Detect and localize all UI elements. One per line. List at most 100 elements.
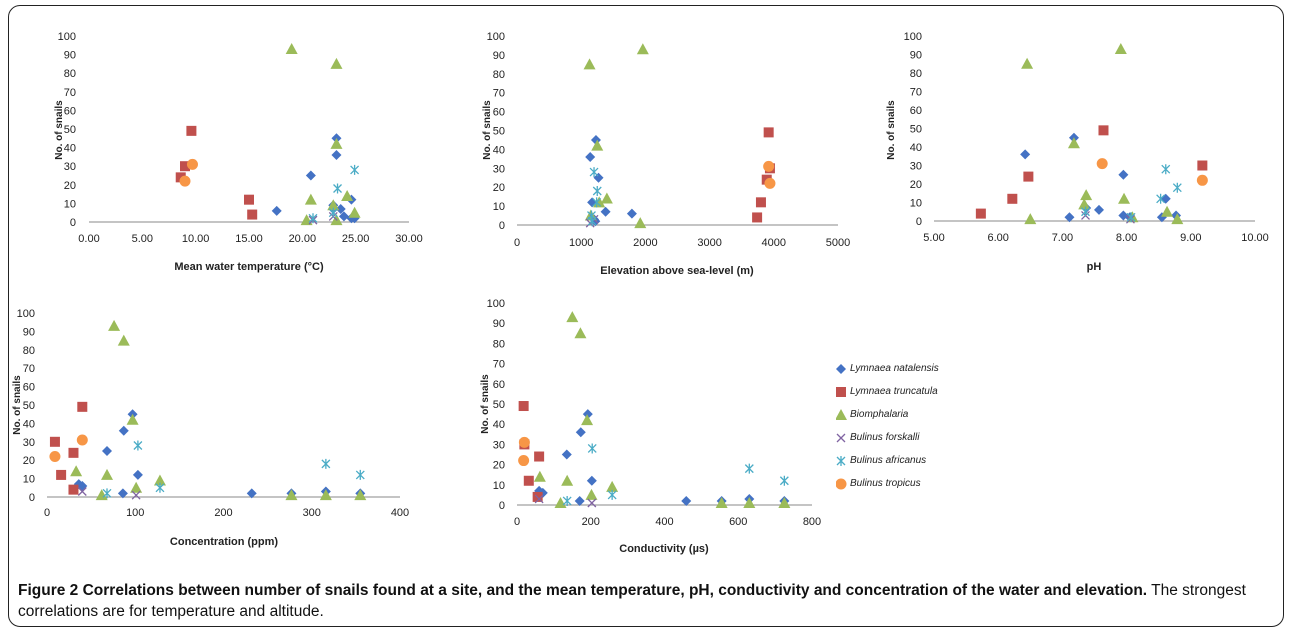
data-point bbox=[1172, 182, 1182, 193]
data-point bbox=[587, 443, 597, 454]
data-point bbox=[333, 183, 342, 194]
y-axis-label: No. of snails bbox=[886, 100, 897, 160]
x-axis-label: Mean water temperature (°C) bbox=[174, 261, 324, 273]
y-tick-label: 20 bbox=[64, 180, 76, 192]
data-point bbox=[518, 455, 530, 467]
data-point bbox=[179, 175, 191, 187]
y-tick-label: 30 bbox=[23, 437, 35, 449]
x-tick-label: 15.00 bbox=[235, 233, 263, 245]
y-tick-label: 70 bbox=[64, 87, 76, 99]
y-tick-label: 90 bbox=[493, 318, 505, 330]
data-point bbox=[636, 43, 649, 55]
data-point bbox=[247, 209, 258, 220]
data-point bbox=[1114, 42, 1127, 54]
legend-marker-square bbox=[836, 387, 846, 397]
y-tick-label: 90 bbox=[493, 50, 505, 62]
caption-text: The strongest correlations are for tempe… bbox=[18, 582, 1246, 620]
data-point bbox=[1067, 137, 1080, 149]
y-tick-label: 80 bbox=[64, 68, 76, 80]
legend-marker-star bbox=[836, 456, 846, 466]
data-point bbox=[350, 164, 360, 175]
data-point bbox=[681, 495, 692, 506]
x-tick-label: 10.00 bbox=[182, 233, 210, 245]
data-point bbox=[581, 414, 594, 426]
y-tick-label: 10 bbox=[23, 474, 35, 486]
figure-caption: Figure 2 Correlations between number of … bbox=[18, 580, 1268, 622]
data-point bbox=[117, 334, 130, 346]
y-tick-label: 10 bbox=[493, 201, 505, 213]
data-point bbox=[95, 489, 108, 501]
data-point bbox=[1171, 213, 1184, 225]
x-tick-label: 300 bbox=[303, 507, 321, 519]
data-point bbox=[1096, 158, 1108, 170]
y-tick-label: 30 bbox=[493, 163, 505, 175]
x-tick-label: 400 bbox=[391, 507, 409, 519]
data-point bbox=[574, 327, 587, 339]
data-point bbox=[186, 125, 197, 136]
data-point bbox=[626, 208, 637, 219]
data-point bbox=[1064, 212, 1075, 223]
data-point bbox=[1196, 174, 1208, 186]
x-tick-label: 2000 bbox=[633, 237, 657, 249]
y-tick-label: 100 bbox=[904, 31, 922, 43]
data-point bbox=[600, 192, 613, 204]
figure-frame bbox=[8, 5, 1284, 627]
data-point bbox=[592, 185, 602, 196]
y-tick-label: 20 bbox=[493, 182, 505, 194]
legend-marker bbox=[836, 387, 846, 397]
legend-marker bbox=[836, 364, 846, 374]
data-point bbox=[763, 160, 775, 172]
x-tick-label: 5.00 bbox=[132, 233, 153, 245]
data-point bbox=[354, 489, 367, 501]
data-point bbox=[76, 434, 88, 446]
data-point bbox=[126, 413, 139, 425]
data-point bbox=[1080, 189, 1093, 201]
legend-label: Lymnaea natalensis bbox=[850, 363, 939, 374]
x-tick-label: 0.00 bbox=[78, 233, 99, 245]
data-point bbox=[1098, 125, 1109, 136]
legend-label: Biomphalaria bbox=[850, 409, 909, 420]
data-point bbox=[355, 469, 365, 480]
data-point bbox=[341, 189, 354, 201]
data-point bbox=[764, 177, 776, 189]
y-axis-label: No. of snails bbox=[480, 374, 491, 434]
data-point bbox=[592, 197, 602, 208]
data-point bbox=[1118, 192, 1131, 204]
x-tick-label: 200 bbox=[582, 516, 600, 528]
y-tick-label: 40 bbox=[493, 144, 505, 156]
y-tick-label: 50 bbox=[493, 399, 505, 411]
x-tick-label: 9.00 bbox=[1180, 232, 1201, 244]
x-tick-label: 0 bbox=[514, 237, 520, 249]
data-point bbox=[600, 206, 611, 217]
data-point bbox=[755, 197, 766, 208]
data-point bbox=[1020, 149, 1031, 160]
data-point bbox=[108, 319, 121, 331]
data-point bbox=[1156, 193, 1166, 204]
y-tick-label: 70 bbox=[23, 363, 35, 375]
data-point bbox=[566, 311, 579, 323]
data-point bbox=[180, 161, 190, 172]
data-point bbox=[585, 151, 596, 162]
legend-label: Lymnaea truncatula bbox=[850, 386, 938, 397]
data-point bbox=[715, 496, 728, 508]
data-point bbox=[586, 475, 597, 486]
x-tick-label: 4000 bbox=[762, 237, 786, 249]
y-tick-label: 60 bbox=[493, 379, 505, 391]
data-point bbox=[575, 427, 586, 438]
x-tick-label: 5.00 bbox=[923, 232, 944, 244]
y-tick-label: 90 bbox=[64, 50, 76, 62]
y-tick-label: 100 bbox=[17, 308, 35, 320]
x-axis-label: Concentration (ppm) bbox=[170, 536, 278, 548]
data-point bbox=[1161, 205, 1174, 217]
x-tick-label: 25.00 bbox=[342, 233, 370, 245]
y-tick-label: 0 bbox=[499, 500, 505, 512]
x-tick-label: 0 bbox=[514, 516, 520, 528]
legend-marker bbox=[836, 456, 846, 466]
legend-marker-circle bbox=[836, 478, 847, 490]
x-tick-label: 5000 bbox=[826, 237, 850, 249]
data-point bbox=[634, 217, 647, 229]
y-tick-label: 80 bbox=[493, 338, 505, 350]
scatter-chart-5: 0 10 20 30 40 50 60 70 80 90 100 0 200 400 600 800 Condu… bbox=[480, 298, 821, 555]
data-point bbox=[186, 158, 198, 170]
data-point bbox=[68, 484, 79, 495]
